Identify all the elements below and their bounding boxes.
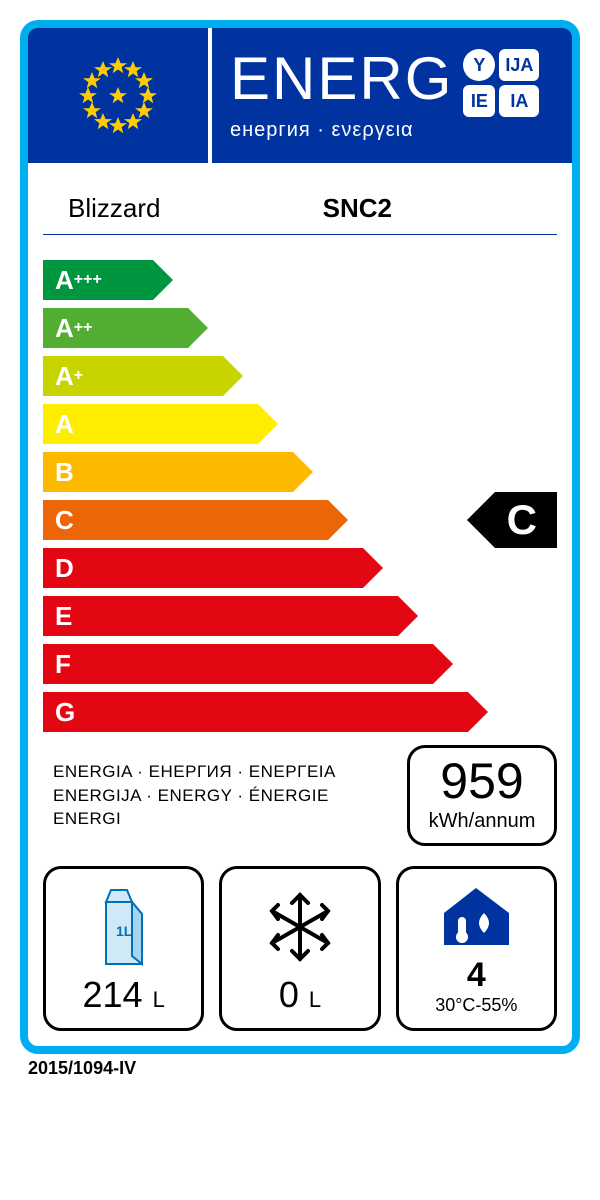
energ-subtitle: енергия · ενεργεια <box>230 119 560 142</box>
climate-class-box: 4 30°C-55% <box>396 866 557 1031</box>
rating-row-label: D <box>55 553 74 584</box>
bottom-row: 1L 214 L <box>28 866 572 1046</box>
energy-words: ENERGIA · ЕНЕРГИЯ · ΕΝΕΡΓΕΙΑ ENERGIJA · … <box>53 760 407 831</box>
rating-row-G: G <box>43 692 572 732</box>
rating-row-A+++: A+++ <box>43 260 572 300</box>
header: ENERG Y IJA IE IA енергия · ενεργεια <box>28 28 572 163</box>
rating-scale: A+++A++A+ABCDEFG C <box>28 235 572 735</box>
rating-row-sup: ++ <box>74 319 93 337</box>
badge-ie: IE <box>463 85 495 117</box>
energy-words-3: ENERGI <box>53 807 407 831</box>
consumption-row: ENERGIA · ЕНЕРГИЯ · ΕΝΕΡΓΕΙΑ ENERGIJA · … <box>28 735 572 866</box>
regulation-number: 2015/1094-IV <box>28 1058 600 1079</box>
energy-words-2: ENERGIJA · ENERGY · ÉNERGIE <box>53 784 407 808</box>
freezer-volume-box: 0 L <box>219 866 380 1031</box>
energy-label: ENERG Y IJA IE IA енергия · ενεργεια Bli… <box>20 20 580 1054</box>
annual-consumption-unit: kWh/annum <box>426 810 538 833</box>
fridge-volume-value: 214 L <box>82 974 164 1016</box>
eu-flag-icon <box>43 46 193 146</box>
model-name: SNC2 <box>323 193 392 224</box>
rating-row-label: A <box>55 361 74 392</box>
freezer-volume-value: 0 L <box>279 974 321 1016</box>
badge-ia: IA <box>499 85 539 117</box>
energ-title: ENERG <box>230 49 453 109</box>
eu-flag <box>28 28 208 163</box>
brand-name: Blizzard <box>68 193 160 224</box>
fridge-volume-box: 1L 214 L <box>43 866 204 1031</box>
rating-row-E: E <box>43 596 572 636</box>
annual-consumption-box: 959 kWh/annum <box>407 745 557 846</box>
rating-row-B: B <box>43 452 572 492</box>
energy-words-1: ENERGIA · ЕНЕРГИЯ · ΕΝΕΡΓΕΙΑ <box>53 760 407 784</box>
rating-row-label: F <box>55 649 71 680</box>
svg-text:1L: 1L <box>116 923 133 939</box>
rating-row-sup: + <box>74 367 83 385</box>
rating-row-A: A <box>43 404 572 444</box>
milk-carton-icon: 1L <box>94 879 154 974</box>
selected-rating-pointer: C <box>495 492 557 548</box>
rating-row-label: C <box>55 505 74 536</box>
energ-badges: Y IJA IE IA <box>463 49 539 117</box>
rating-row-label: G <box>55 697 75 728</box>
rating-row-F: F <box>43 644 572 684</box>
rating-row-D: D <box>43 548 572 588</box>
product-row: Blizzard SNC2 <box>43 163 557 235</box>
snowflake-icon <box>260 879 340 974</box>
badge-ija: IJA <box>499 49 539 81</box>
rating-row-label: A <box>55 409 74 440</box>
badge-y: Y <box>463 49 495 81</box>
rating-row-label: A <box>55 265 74 296</box>
rating-row-label: A <box>55 313 74 344</box>
rating-row-sup: +++ <box>74 271 102 289</box>
rating-row-A+: A+ <box>43 356 572 396</box>
rating-row-A++: A++ <box>43 308 572 348</box>
climate-class-value: 4 <box>467 956 486 995</box>
selected-rating-label: C <box>507 496 537 544</box>
rating-row-label: E <box>55 601 72 632</box>
rating-row-label: B <box>55 457 74 488</box>
energ-block: ENERG Y IJA IE IA енергия · ενεργεια <box>208 28 572 163</box>
annual-consumption-value: 959 <box>426 756 538 806</box>
house-climate-icon <box>434 879 519 956</box>
climate-range: 30°C-55% <box>435 995 517 1016</box>
